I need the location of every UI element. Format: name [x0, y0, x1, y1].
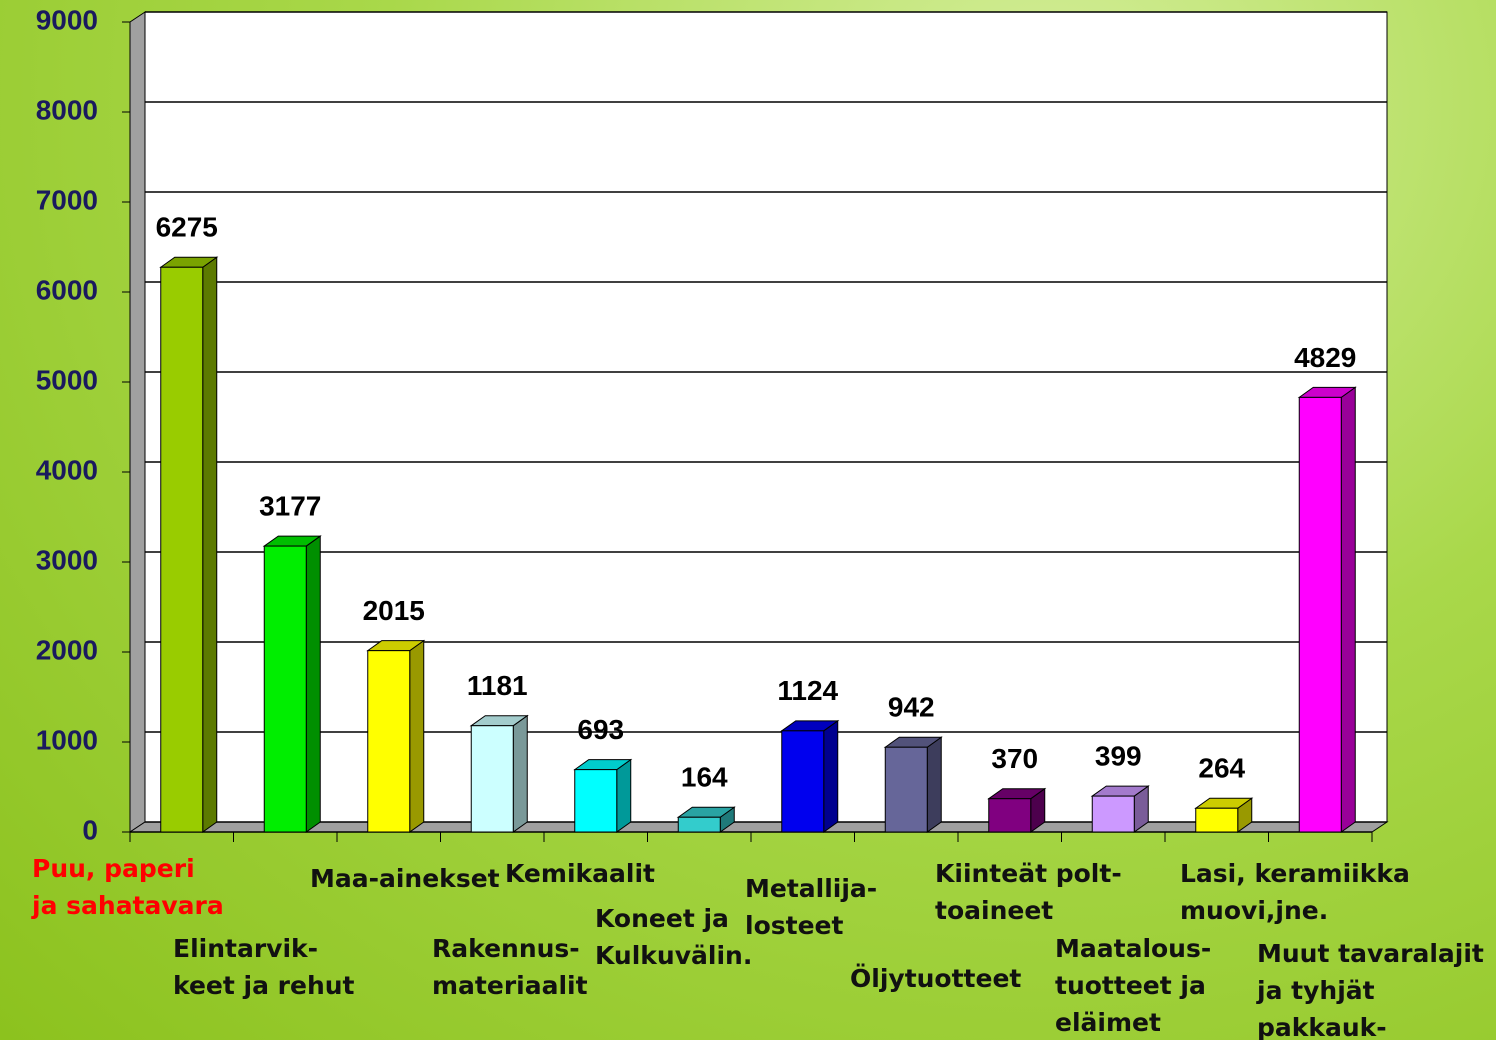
bar — [574, 769, 618, 833]
value-label: 4829 — [1294, 342, 1356, 373]
bar-side — [409, 639, 425, 833]
bar-side — [202, 256, 218, 833]
x-tick-label: Muut tavaralajit ja tyhjät pakkauk- set,… — [1257, 939, 1484, 1040]
value-label: 942 — [888, 692, 935, 723]
x-tick-label: Elintarvik- keet ja rehut — [173, 934, 355, 1000]
x-tick-label: Koneet ja Kulkuvälin. — [595, 904, 753, 970]
bar-side — [926, 736, 942, 833]
bar — [1298, 396, 1342, 833]
bar — [781, 730, 825, 833]
y-tick-label: 6000 — [36, 274, 98, 305]
x-tick-label: Rakennus- materiaalit — [432, 934, 588, 1000]
value-label: 2015 — [363, 595, 425, 626]
x-tick-label: Öljytuotteet — [850, 964, 1022, 993]
side-wall — [129, 11, 146, 833]
x-tick-label: Maa-ainekset — [310, 864, 500, 893]
bar-side — [823, 719, 839, 833]
y-tick-label: 1000 — [36, 724, 98, 755]
y-tick-label: 4000 — [36, 454, 98, 485]
x-tick-label: Metallija- losteet — [745, 874, 878, 940]
value-label: 164 — [681, 762, 728, 793]
bar — [884, 746, 928, 833]
value-label: 3177 — [259, 490, 321, 521]
bar — [263, 545, 307, 833]
y-tick-label: 0 — [82, 814, 98, 845]
value-label: 1124 — [777, 675, 838, 706]
bar — [367, 650, 411, 833]
y-tick-label: 8000 — [36, 94, 98, 125]
y-tick-label: 9000 — [36, 4, 98, 35]
bar — [470, 725, 514, 833]
x-tick-label: Lasi, keramiikka muovi,jne. — [1180, 859, 1410, 925]
value-label: 6275 — [156, 212, 218, 243]
x-tick-label: Maatalous- tuotteet ja eläimet — [1055, 934, 1212, 1037]
back-wall — [144, 11, 1388, 823]
bar-side — [616, 758, 632, 833]
x-tick-label: Kemikaalit — [505, 859, 655, 888]
y-tick-label: 7000 — [36, 184, 98, 215]
value-label: 264 — [1198, 753, 1245, 784]
value-label: 399 — [1095, 740, 1142, 771]
value-label: 1181 — [467, 670, 528, 701]
bar — [160, 266, 204, 833]
bar-side — [1340, 386, 1356, 833]
x-tick-label: Puu, paperi ja sahatavara — [32, 854, 224, 920]
bar — [1195, 807, 1239, 833]
x-tick-label: Kiinteät polt- toaineet — [935, 859, 1122, 925]
bar — [1091, 795, 1135, 833]
y-tick-label: 3000 — [36, 544, 98, 575]
bar — [677, 816, 721, 833]
y-tick-label: 5000 — [36, 364, 98, 395]
bar — [988, 798, 1032, 833]
value-label: 370 — [991, 743, 1038, 774]
value-label: 693 — [577, 714, 624, 745]
bar-side — [305, 535, 321, 833]
y-tick-label: 2000 — [36, 634, 98, 665]
bar-side — [512, 714, 528, 833]
